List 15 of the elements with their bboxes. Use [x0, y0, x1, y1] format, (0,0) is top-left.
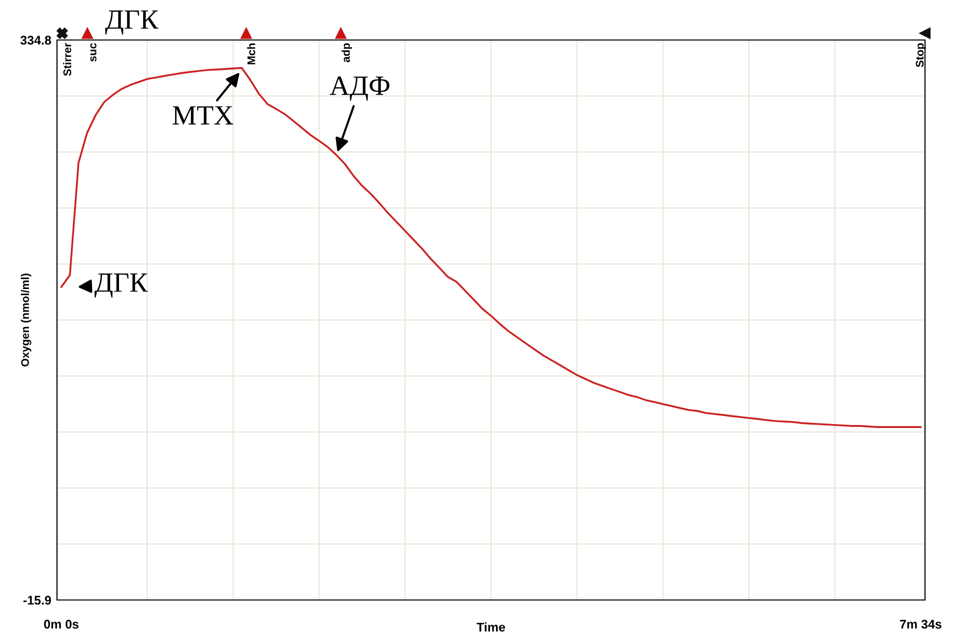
- y-axis-title: Oxygen (nmol/ml): [20, 274, 32, 366]
- annotation: АДФ: [330, 76, 390, 101]
- annotation: Stop: [916, 43, 926, 68]
- annotation: ДГК: [94, 273, 148, 298]
- annotation: adp: [342, 43, 352, 62]
- x-tick-label: 0m 0s: [44, 620, 79, 629]
- annotation: suc: [90, 43, 96, 62]
- x-tick-label: 7m 34s: [900, 620, 942, 629]
- x-axis-title: Time: [476, 622, 506, 632]
- annotation: Mch: [247, 43, 256, 64]
- text: ДГК: [105, 10, 159, 35]
- y-tick-label: -15.9: [23, 596, 51, 605]
- annotation: МТХ: [172, 106, 234, 125]
- y-tick-label: 334.8: [20, 36, 52, 45]
- annotation: Stirrer: [63, 42, 72, 76]
